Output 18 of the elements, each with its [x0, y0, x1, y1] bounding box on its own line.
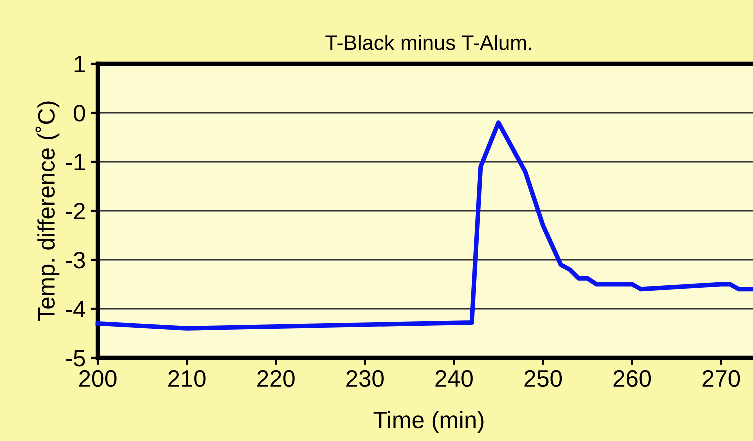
- x-tick-label: 230: [346, 370, 384, 388]
- y-tick-label: -2: [66, 203, 86, 220]
- x-tick-label: 210: [168, 370, 206, 388]
- x-axis-title: Time (min): [374, 411, 484, 434]
- y-axis-title: Temp. difference (˚C): [36, 102, 60, 322]
- chart-title: T-Black minus T-Alum.: [326, 35, 532, 50]
- y-tick-label: 0: [74, 105, 86, 122]
- x-tick-label: 220: [258, 370, 295, 388]
- x-tick-label: 260: [614, 370, 652, 388]
- y-tick-label: -1: [66, 154, 86, 171]
- y-tick-label: 1: [74, 56, 86, 73]
- x-tick-label: 270: [702, 370, 740, 388]
- x-tick-label: 240: [436, 370, 473, 388]
- x-tick-label: 200: [79, 370, 117, 388]
- y-tick-label: -4: [66, 301, 86, 318]
- x-tick-label: 250: [524, 370, 562, 388]
- y-tick-label: -5: [66, 350, 86, 367]
- y-tick-label: -3: [66, 252, 86, 269]
